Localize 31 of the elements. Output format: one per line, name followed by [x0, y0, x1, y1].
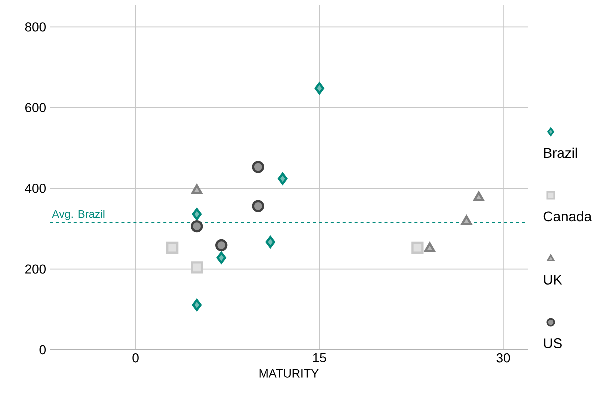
point	[192, 184, 202, 194]
legend-label: Canada	[544, 211, 592, 222]
point	[314, 82, 324, 95]
ref-line-label: Avg. Brazil	[52, 210, 105, 220]
x-tick-label: 15	[313, 354, 326, 363]
point	[424, 242, 436, 252]
y-tick-label: 800	[25, 22, 46, 32]
y-tick-label: 400	[25, 184, 46, 194]
point	[474, 192, 484, 202]
point	[216, 252, 226, 264]
point	[266, 236, 276, 248]
point	[412, 242, 424, 254]
point	[252, 200, 264, 212]
point	[461, 216, 472, 226]
point	[216, 239, 228, 252]
point	[166, 242, 179, 254]
point	[278, 172, 288, 185]
legend-label: Brazil	[544, 148, 578, 158]
legend-label: UK	[544, 275, 562, 285]
y-tick-label: 200	[26, 264, 46, 274]
legend-label: US	[544, 338, 562, 348]
point	[191, 262, 204, 274]
y-tick-label: 0	[40, 345, 46, 355]
x-axis-title: MATURITY	[260, 370, 319, 378]
point	[191, 220, 204, 233]
point	[252, 161, 264, 174]
y-tick-label: 600	[26, 103, 46, 112]
x-tick-label: 30	[496, 354, 510, 363]
point	[192, 208, 202, 220]
point	[192, 299, 202, 312]
x-tick-label: 0	[132, 354, 139, 363]
